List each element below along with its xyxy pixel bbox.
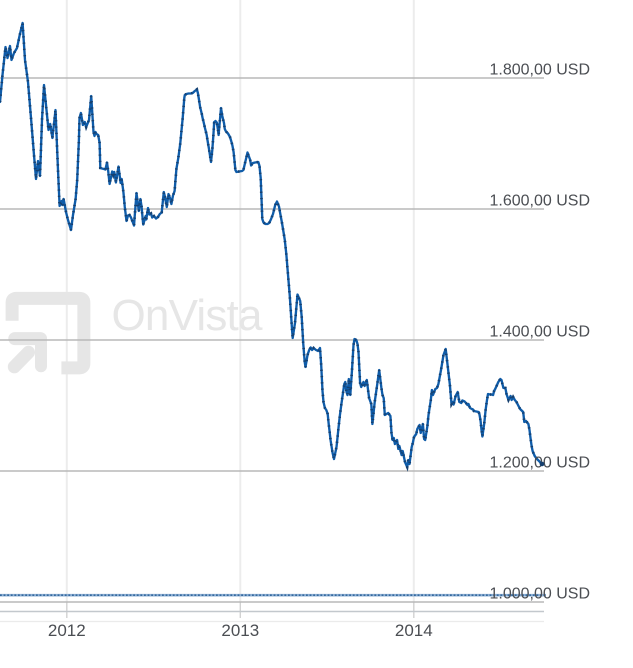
svg-text:1.800,00 USD: 1.800,00 USD [489,62,590,79]
svg-text:1.200,00 USD: 1.200,00 USD [489,455,590,472]
svg-text:2013: 2013 [221,621,259,640]
svg-text:1.000,00 USD: 1.000,00 USD [489,586,590,603]
svg-text:1.400,00 USD: 1.400,00 USD [489,324,590,341]
svg-text:1.600,00 USD: 1.600,00 USD [489,193,590,210]
svg-text:2012: 2012 [48,621,86,640]
svg-text:OnVista: OnVista [112,291,263,340]
svg-text:2014: 2014 [395,621,433,640]
